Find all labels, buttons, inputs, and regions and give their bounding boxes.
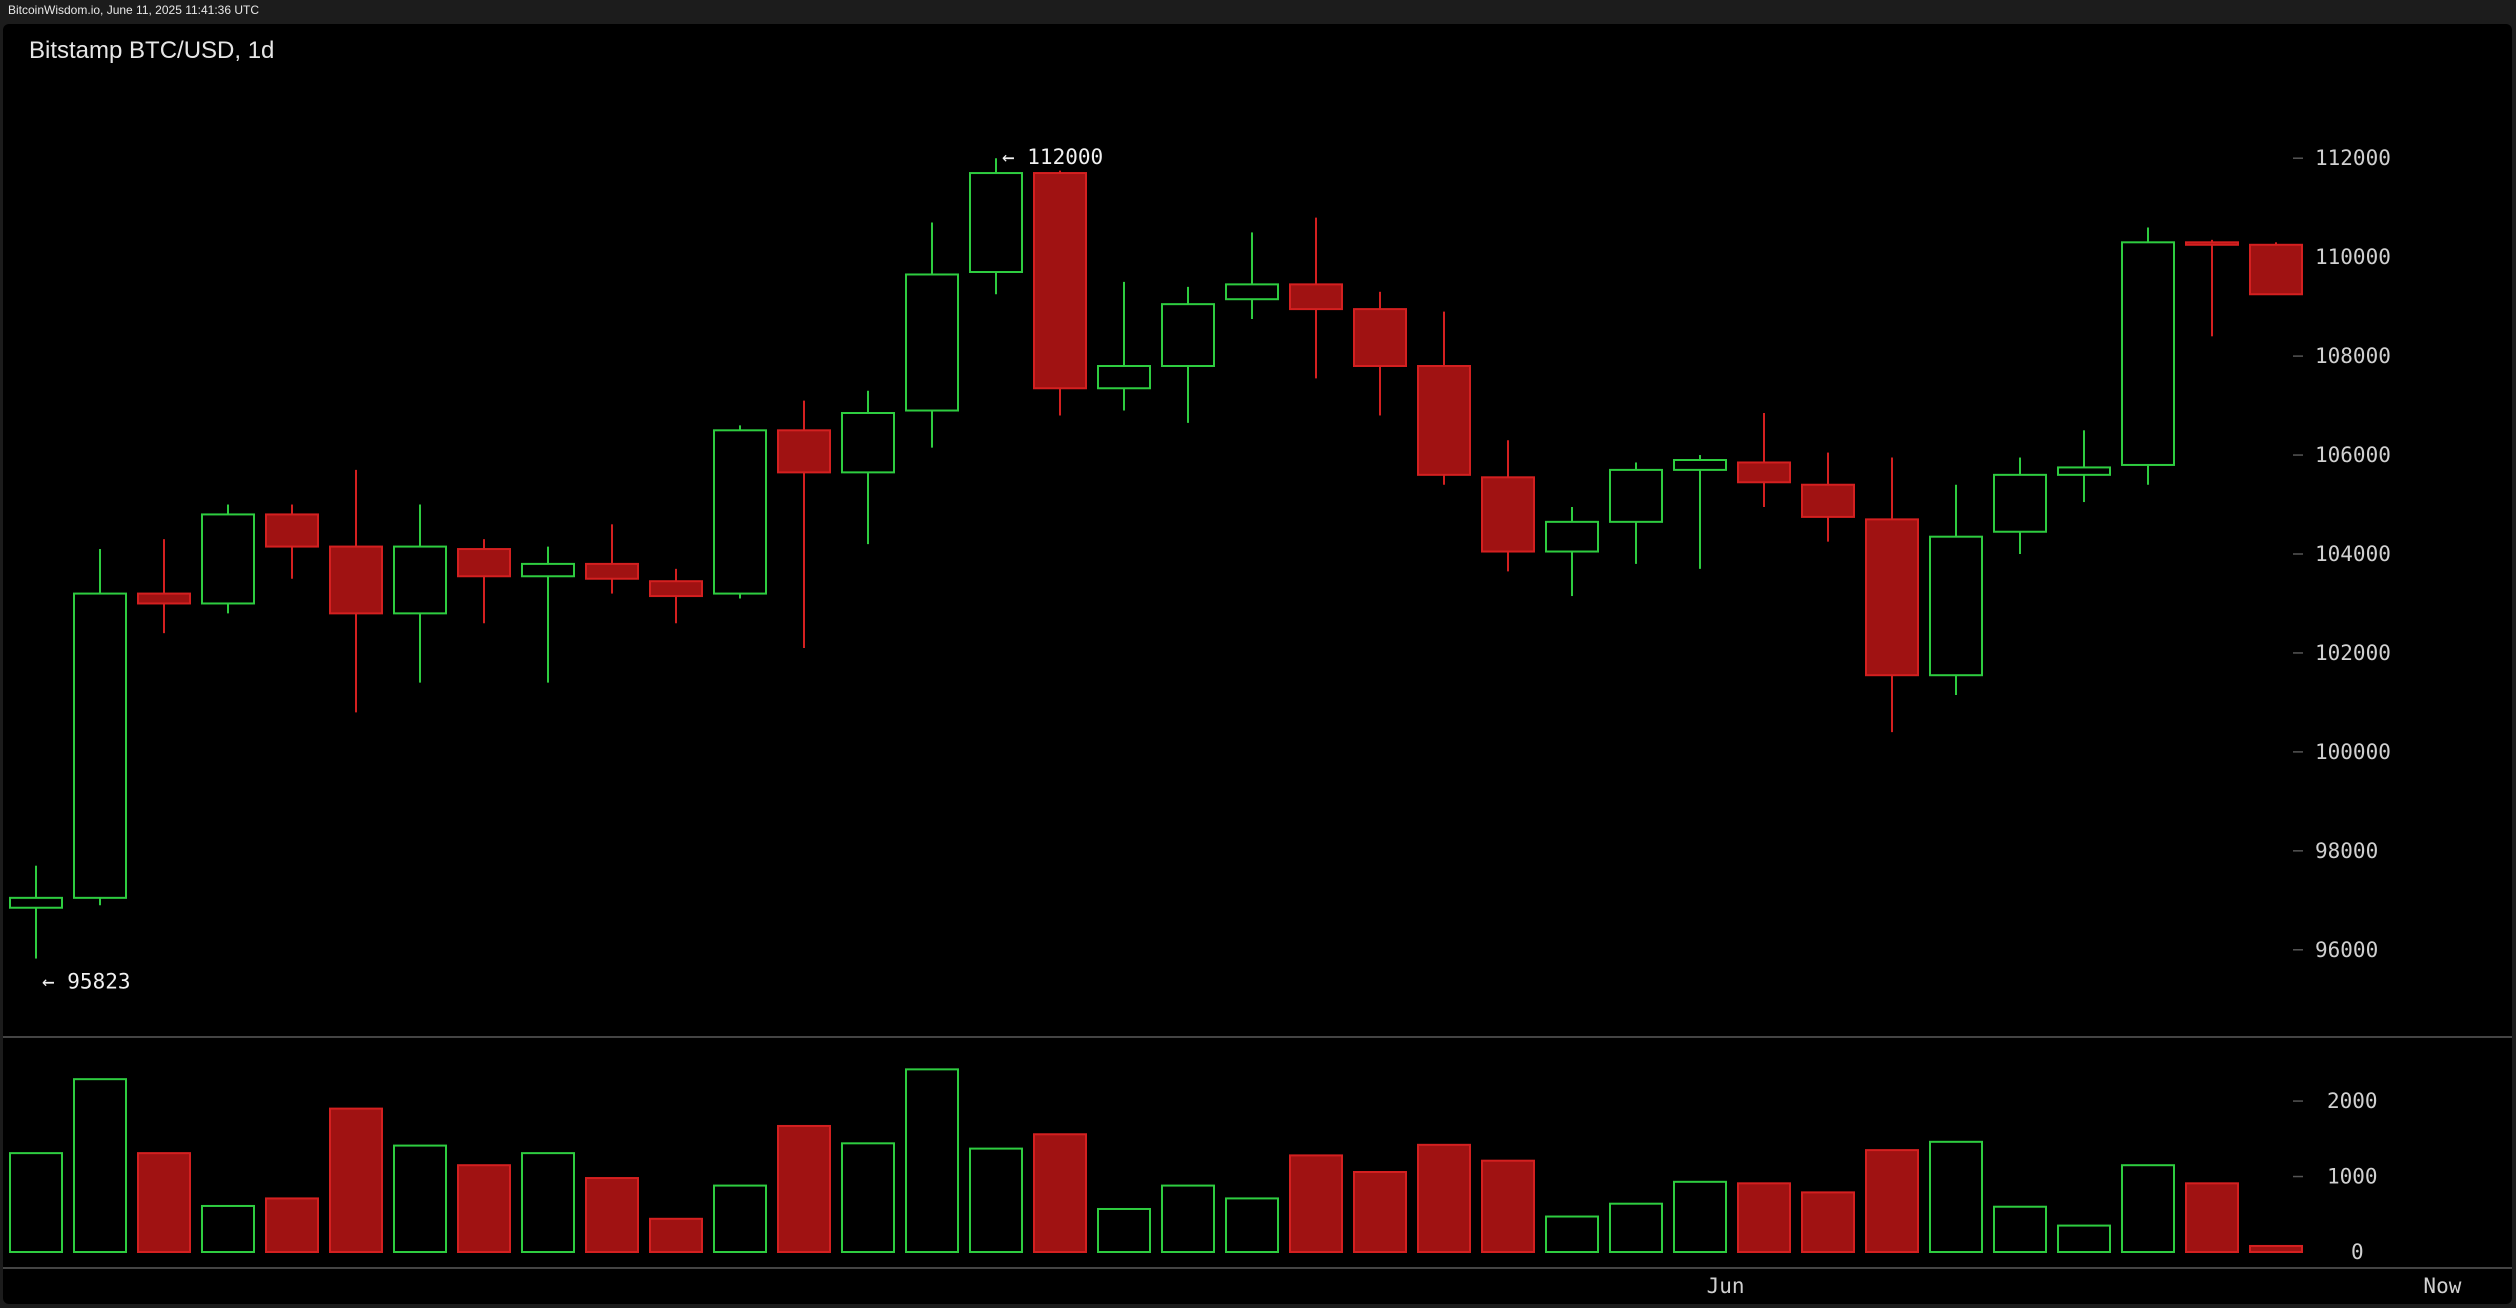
volume-bar-down: [1353, 1171, 1407, 1253]
candle-body-up: [73, 592, 127, 899]
candle-body-down: [585, 562, 639, 580]
candle-body-up: [1545, 520, 1599, 553]
volume-bar-down: [329, 1107, 383, 1253]
volume-bar-up: [1929, 1140, 1983, 1253]
candle-body-down: [2249, 243, 2303, 296]
volume-axis-label: 1000: [2327, 1165, 2378, 1189]
volume-bar-down: [1481, 1159, 1535, 1253]
volume-bar-down: [457, 1164, 511, 1253]
time-axis-label: Now: [2423, 1274, 2461, 1298]
candle-body-up: [1609, 468, 1663, 523]
volume-bar-up: [969, 1147, 1023, 1253]
volume-bar-up: [713, 1184, 767, 1254]
candle-body-up: [905, 273, 959, 412]
candle-body-up: [9, 896, 63, 909]
volume-bar-up: [9, 1152, 63, 1254]
candle-body-down: [1033, 172, 1087, 390]
price-axis-label: 106000: [2315, 443, 2391, 467]
volume-bar-up: [1993, 1205, 2047, 1254]
volume-bar-up: [1673, 1180, 1727, 1253]
page-header: BitcoinWisdom.io, June 11, 2025 11:41:36…: [8, 3, 260, 17]
volume-bar-up: [1545, 1215, 1599, 1254]
price-axis-label: 100000: [2315, 740, 2391, 764]
volume-bar-down: [2185, 1182, 2239, 1254]
volume-bar-up: [841, 1142, 895, 1254]
volume-bar-up: [201, 1204, 255, 1254]
volume-bar-down: [1289, 1154, 1343, 1254]
candle-body-up: [1161, 303, 1215, 368]
volume-bar-down: [1801, 1191, 1855, 1253]
candle-body-down: [457, 548, 511, 578]
candle-body-up: [2121, 241, 2175, 466]
candle-body-down: [329, 545, 383, 615]
volume-bar-down: [585, 1177, 639, 1253]
chart-title: Bitstamp BTC/USD, 1d: [29, 37, 275, 64]
volume-bar-up: [905, 1068, 959, 1254]
volume-bar-down: [1737, 1182, 1791, 1254]
candle-body-down: [1801, 483, 1855, 518]
price-axis-label: 102000: [2315, 641, 2391, 665]
volume-bar-up: [521, 1152, 575, 1254]
candle-body-down: [1353, 308, 1407, 367]
candle-body-down: [1289, 283, 1343, 311]
volume-bar-up: [1161, 1184, 1215, 1254]
volume-bar-up: [1097, 1207, 1151, 1253]
candle-body-up: [1673, 459, 1727, 471]
candle-body-down: [777, 429, 831, 474]
volume-bar-up: [2057, 1224, 2111, 1254]
volume-bar-down: [777, 1124, 831, 1254]
price-axis-label: 104000: [2315, 542, 2391, 566]
time-axis-label: Jun: [1707, 1274, 1745, 1298]
candle-body-up: [1993, 473, 2047, 533]
volume-bar-down: [137, 1152, 191, 1254]
volume-bar-up: [73, 1078, 127, 1253]
candle-body-down: [2185, 241, 2239, 246]
candle-body-up: [1097, 365, 1151, 390]
price-axis-label: 98000: [2315, 839, 2378, 863]
candle-body-up: [521, 562, 575, 578]
volume-bar-down: [265, 1197, 319, 1253]
volume-bar-up: [2121, 1164, 2175, 1253]
candle-body-down: [1865, 518, 1919, 677]
candle-body-up: [2057, 466, 2111, 476]
volume-axis-label: 2000: [2327, 1089, 2378, 1113]
price-axis-label: 110000: [2315, 245, 2391, 269]
volume-bar-down: [1033, 1133, 1087, 1254]
volume-bar-up: [1609, 1202, 1663, 1254]
price-axis-label: 108000: [2315, 344, 2391, 368]
volume-axis-label: 0: [2351, 1240, 2364, 1264]
candle-body-down: [649, 580, 703, 598]
price-annotation: ← 112000: [1002, 145, 1103, 169]
candle-body-down: [1417, 365, 1471, 476]
price-annotation: ← 95823: [42, 970, 131, 994]
candle-body-down: [137, 592, 191, 605]
candle-body-up: [1929, 535, 1983, 677]
candle-body-up: [393, 545, 447, 615]
volume-bar-up: [1225, 1197, 1279, 1253]
candle-body-down: [1481, 476, 1535, 553]
candle-body-up: [713, 429, 767, 595]
candle-body-up: [969, 172, 1023, 273]
chart-canvas: 96000 98000 100000 102000 104000 106000 108000…: [3, 145, 2512, 1298]
volume-bar-down: [1865, 1149, 1919, 1253]
candle-body-up: [1225, 283, 1279, 301]
price-axis-label: 96000: [2315, 938, 2378, 962]
volume-bar-up: [393, 1144, 447, 1254]
volume-bar-down: [1417, 1143, 1471, 1254]
candle-body-up: [201, 513, 255, 605]
candle-body-up: [841, 412, 895, 474]
price-axis-label: 112000: [2315, 146, 2391, 170]
candle-body-down: [1737, 461, 1791, 484]
chart-panel: 96000 98000 100000 102000 104000 106000 108000…: [3, 24, 2512, 1304]
candle-body-down: [265, 513, 319, 548]
volume-bar-down: [649, 1217, 703, 1254]
volume-bar-down: [2249, 1244, 2303, 1254]
